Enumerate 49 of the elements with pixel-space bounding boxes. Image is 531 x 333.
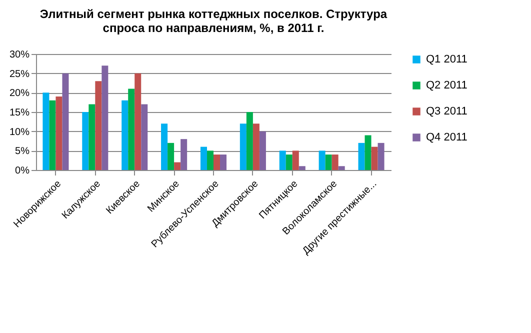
bar — [174, 162, 181, 170]
bar — [141, 104, 148, 170]
bar — [214, 154, 220, 170]
bar — [122, 100, 128, 170]
text: спроса по направлениям, %, в 2011 г. — [102, 21, 324, 35]
bar — [56, 96, 62, 170]
bar — [168, 142, 174, 170]
bar — [332, 154, 338, 170]
bar — [371, 146, 378, 170]
bar — [95, 81, 102, 170]
bar — [364, 135, 372, 170]
bar — [49, 100, 56, 170]
bar — [252, 124, 260, 170]
bar — [298, 166, 306, 170]
legend-label: Q2 2011 — [426, 80, 468, 92]
bar — [42, 92, 50, 170]
legend-label: Q4 2011 — [426, 132, 468, 144]
bar — [200, 146, 207, 170]
bar — [220, 154, 227, 170]
bar — [378, 142, 384, 170]
bar — [134, 73, 142, 170]
bar — [88, 104, 96, 170]
y-tick-label: 10% — [9, 126, 30, 138]
bar — [325, 154, 332, 170]
text: Элитный сегмент рынка коттеджных поселков. Структура — [40, 7, 388, 21]
bar — [240, 124, 246, 170]
bar — [161, 124, 168, 170]
bar — [82, 112, 89, 170]
legend-label: Q1 2011 — [426, 54, 468, 66]
y-tick-label: 20% — [9, 88, 30, 100]
legend-label: Q3 2011 — [426, 106, 468, 118]
bar — [102, 66, 108, 170]
bar — [292, 150, 299, 170]
bar — [286, 154, 292, 170]
bar — [358, 142, 365, 170]
bar — [206, 150, 214, 170]
bar — [246, 112, 253, 170]
y-tick-label: 30% — [9, 50, 30, 60]
bar — [259, 131, 266, 170]
bar — [180, 139, 188, 170]
bar — [338, 166, 345, 170]
bar — [62, 73, 69, 170]
y-tick-label: 0% — [15, 166, 30, 176]
y-tick-label: 25% — [9, 68, 30, 80]
y-tick-label: 15% — [9, 108, 30, 118]
bar — [279, 150, 286, 170]
bar — [318, 150, 326, 170]
y-tick-label: 5% — [15, 146, 30, 158]
bar — [128, 88, 135, 170]
